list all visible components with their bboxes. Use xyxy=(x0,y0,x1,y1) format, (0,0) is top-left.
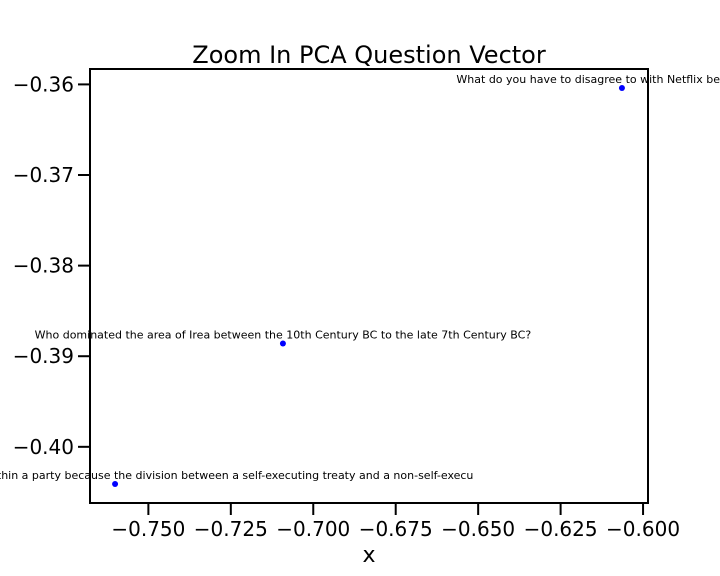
x-tick-label: −0.675 xyxy=(359,517,433,541)
plot-area xyxy=(89,68,649,504)
x-tick-label: −0.625 xyxy=(524,517,598,541)
data-point xyxy=(112,480,119,487)
data-point-label: may be politicized due to disagreements … xyxy=(0,469,473,482)
y-tick-label: −0.40 xyxy=(13,435,74,459)
data-point xyxy=(279,340,286,347)
y-tick-label: −0.38 xyxy=(13,254,74,278)
data-point xyxy=(618,85,625,92)
data-points: What do you have to disagree to with Net… xyxy=(0,73,720,487)
x-axis-title: x xyxy=(362,543,375,568)
x-tick-label: −0.725 xyxy=(194,517,268,541)
data-point-label: What do you have to disagree to with Net… xyxy=(456,73,720,86)
plot-frame xyxy=(89,68,649,504)
y-axis: −0.36 −0.37 −0.38 −0.39 −0.40 xyxy=(13,72,90,459)
data-point-label: Who dominated the area of Irea between t… xyxy=(35,329,532,342)
x-axis: −0.750 −0.725 −0.700 −0.675 −0.650 −0.625 −0.6… xyxy=(111,503,680,541)
y-tick-label: −0.37 xyxy=(13,163,74,187)
x-tick-label: −0.600 xyxy=(606,517,680,541)
x-tick-label: −0.750 xyxy=(111,517,185,541)
y-tick-label: −0.36 xyxy=(13,72,74,96)
x-tick-label: −0.650 xyxy=(441,517,515,541)
x-tick-label: −0.700 xyxy=(276,517,350,541)
chart-title: Zoom In PCA Question Vector xyxy=(192,41,546,69)
y-tick-label: −0.39 xyxy=(13,344,74,368)
